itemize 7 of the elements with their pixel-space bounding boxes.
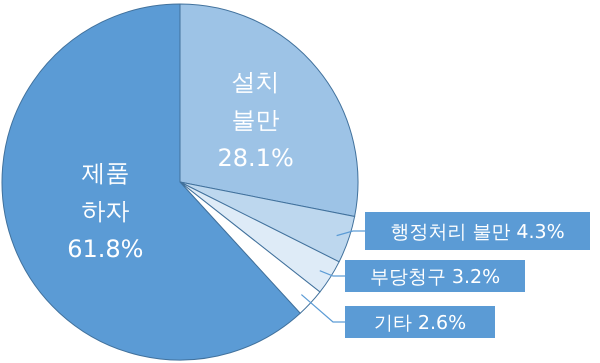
slice-label: 행정처리 불만 4.3% — [390, 221, 565, 243]
slice-label: 기타 2.6% — [374, 312, 466, 334]
slice-label: 부당청구 3.2% — [370, 266, 500, 288]
data-label: 28.1% — [218, 144, 294, 172]
slice-label: 제품 하자 — [81, 159, 130, 226]
data-label: 61.8% — [67, 235, 144, 264]
slice-label: 설치 불만 — [232, 68, 280, 134]
